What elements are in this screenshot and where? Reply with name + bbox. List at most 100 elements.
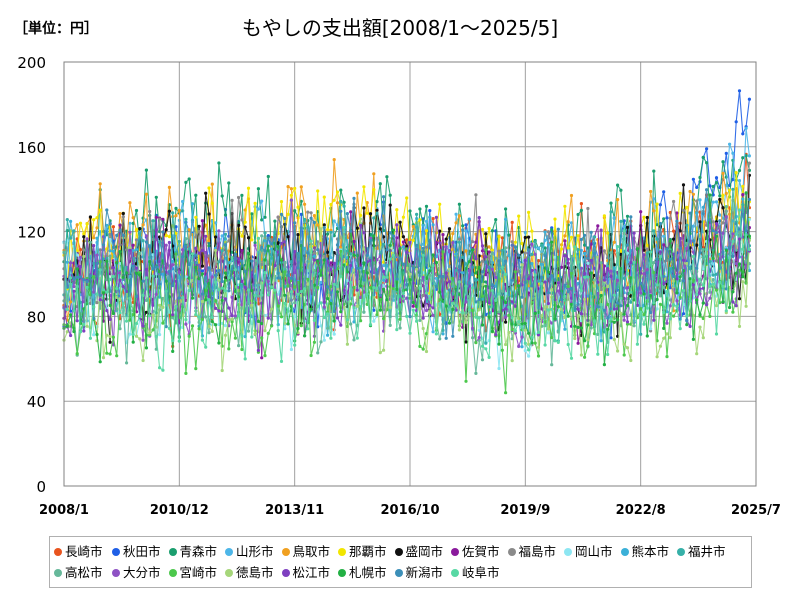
legend-marker [225,569,233,577]
data-point [187,177,191,181]
data-point [744,304,748,308]
data-point [204,276,208,280]
data-point [625,251,630,255]
data-point [428,303,432,307]
data-point [612,240,616,244]
data-point [665,355,669,359]
data-point [131,243,135,247]
data-point [128,274,132,279]
data-point [668,257,672,261]
data-point [553,217,557,221]
data-point [639,291,643,295]
data-point [329,302,333,306]
data-point [734,304,738,308]
data-point [418,207,422,211]
data-point [612,293,616,297]
data-point [75,223,79,227]
data-point [523,280,527,284]
data-point [316,285,320,290]
data-point [329,291,333,295]
data-point [335,223,340,227]
legend-item: 青森市 [168,545,217,559]
data-point [177,296,181,300]
data-point [602,308,607,312]
data-point [678,275,682,279]
data-point [662,326,666,330]
data-point [256,207,260,211]
data-point [151,313,155,317]
series-20 [62,208,752,372]
data-point [688,324,692,328]
data-point [158,240,162,244]
data-point [372,308,376,312]
data-point [240,218,244,222]
data-point [510,300,514,304]
data-point [309,353,313,358]
data-point [490,329,494,333]
legend-item: 岡山市 [564,545,613,559]
data-point [95,332,99,337]
data-point [141,358,145,363]
data-point [744,126,748,130]
data-point [415,319,419,323]
data-point [326,297,330,301]
data-point [115,307,119,311]
data-point [415,212,419,216]
data-point [78,265,83,269]
data-point [144,267,148,271]
data-point [530,229,534,233]
data-point [98,298,102,302]
data-point [171,316,175,320]
data-point [266,293,270,297]
data-point [88,274,92,278]
data-point [424,332,429,336]
data-point [283,293,287,297]
data-point [144,276,148,280]
data-point [711,229,715,233]
data-point [181,255,185,259]
data-point [177,339,181,343]
data-point [540,314,544,318]
data-point [283,301,287,305]
data-point [105,309,109,313]
data-point [388,257,392,261]
data-point [629,290,633,294]
data-point [655,307,659,311]
data-point [230,250,234,254]
data-point [174,214,178,218]
data-point [184,217,188,221]
data-point [520,250,524,254]
data-point [533,341,537,345]
data-point [527,331,531,335]
data-point [672,279,676,283]
data-point [250,335,254,339]
data-point [266,234,270,238]
data-point [69,300,73,304]
data-point [352,253,356,257]
data-point [622,225,626,229]
data-point [312,340,316,344]
data-point [431,264,435,268]
data-point [296,266,300,270]
data-point [724,191,728,195]
data-point [158,303,162,307]
data-point [118,212,122,216]
data-point [141,324,145,328]
data-point [161,272,165,276]
data-point [566,246,570,250]
data-point [649,189,653,194]
data-point [322,279,326,283]
legend-marker [620,548,629,556]
data-point [523,341,527,345]
data-point [691,283,696,287]
data-point [523,321,527,326]
data-point [560,265,564,269]
data-point [207,186,211,190]
data-point [718,257,722,261]
data-point [108,317,112,321]
data-point [187,288,191,293]
data-point [306,210,310,214]
data-point [477,308,481,312]
data-point [645,243,649,247]
data-point [355,304,359,308]
